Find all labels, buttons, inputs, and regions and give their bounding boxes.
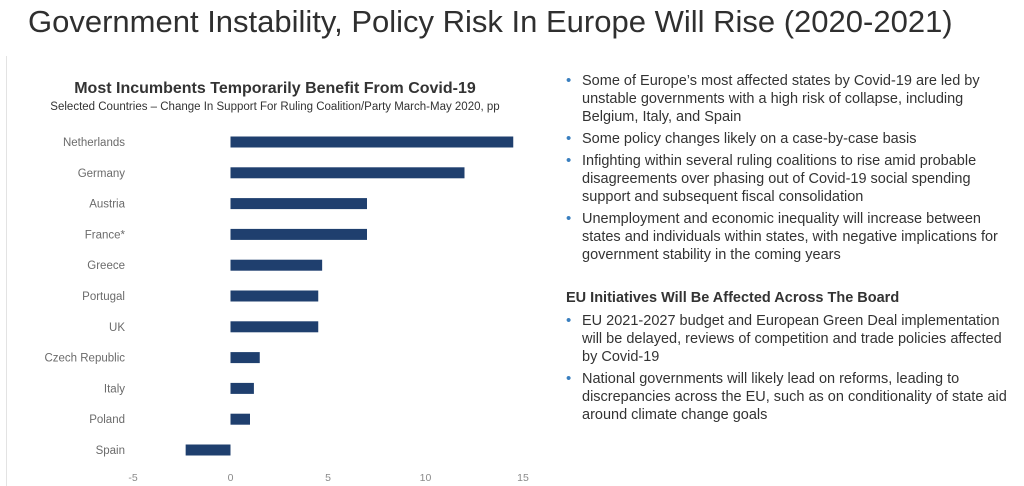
page-title: Government Instability, Policy Risk In E… bbox=[28, 4, 953, 39]
category-label: Greece bbox=[87, 260, 125, 272]
chart-title: Most Incumbents Temporarily Benefit From… bbox=[74, 80, 476, 97]
category-label: Netherlands bbox=[63, 137, 125, 149]
category-label: Poland bbox=[89, 414, 125, 426]
category-label: Czech Republic bbox=[44, 353, 125, 365]
x-tick-label: 15 bbox=[517, 472, 529, 484]
category-label: UK bbox=[109, 322, 125, 334]
commentary-panel: Some of Europe’s most affected states by… bbox=[566, 72, 1018, 428]
x-tick-label: 0 bbox=[228, 472, 234, 484]
bar bbox=[230, 321, 319, 333]
x-tick-label: -5 bbox=[128, 472, 137, 484]
bar bbox=[230, 413, 250, 425]
bar bbox=[230, 259, 323, 271]
category-label: Spain bbox=[96, 445, 125, 457]
bar-chart: Netherlands Germany Austria France* Greece Po… bbox=[44, 136, 529, 484]
left-divider-line bbox=[6, 56, 7, 486]
category-label: Portugal bbox=[82, 291, 125, 303]
section-heading: EU Initiatives Will Be Affected Across T… bbox=[566, 290, 900, 306]
bar bbox=[185, 444, 231, 456]
bullet-item: Some of Europe’s most affected states by… bbox=[566, 72, 1018, 126]
chart-subtitle: Selected Countries – Change In Support F… bbox=[50, 101, 500, 113]
bullet-item: Unemployment and economic inequality wil… bbox=[566, 210, 1018, 264]
risk-bullet-list: Some of Europe’s most affected states by… bbox=[566, 72, 1018, 264]
x-tick-label: 5 bbox=[325, 472, 331, 484]
bar bbox=[230, 228, 367, 240]
bullet-item: EU 2021-2027 budget and European Green D… bbox=[566, 312, 1018, 366]
bar bbox=[230, 167, 465, 179]
bullet-item: National governments will likely lead on… bbox=[566, 370, 1018, 424]
category-label: Italy bbox=[104, 383, 125, 395]
bar bbox=[230, 352, 260, 364]
bar bbox=[230, 136, 514, 148]
bar bbox=[230, 290, 319, 302]
category-label: Austria bbox=[89, 199, 125, 211]
bar bbox=[230, 198, 367, 210]
category-label: Germany bbox=[78, 168, 126, 180]
eu-initiatives-bullet-list: EU 2021-2027 budget and European Green D… bbox=[566, 312, 1018, 424]
bar bbox=[230, 382, 254, 394]
category-label: France* bbox=[85, 229, 126, 241]
bullet-item: Infighting within several ruling coaliti… bbox=[566, 152, 1018, 206]
bullet-item: Some policy changes likely on a case-by-… bbox=[566, 130, 1018, 148]
x-tick-label: 10 bbox=[420, 472, 432, 484]
